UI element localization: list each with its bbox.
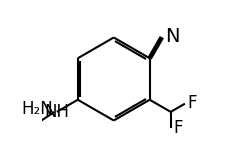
Text: H₂N: H₂N <box>22 100 54 118</box>
Text: F: F <box>188 94 197 112</box>
Text: NH: NH <box>44 103 69 121</box>
Text: F: F <box>174 119 183 137</box>
Text: N: N <box>165 27 180 46</box>
